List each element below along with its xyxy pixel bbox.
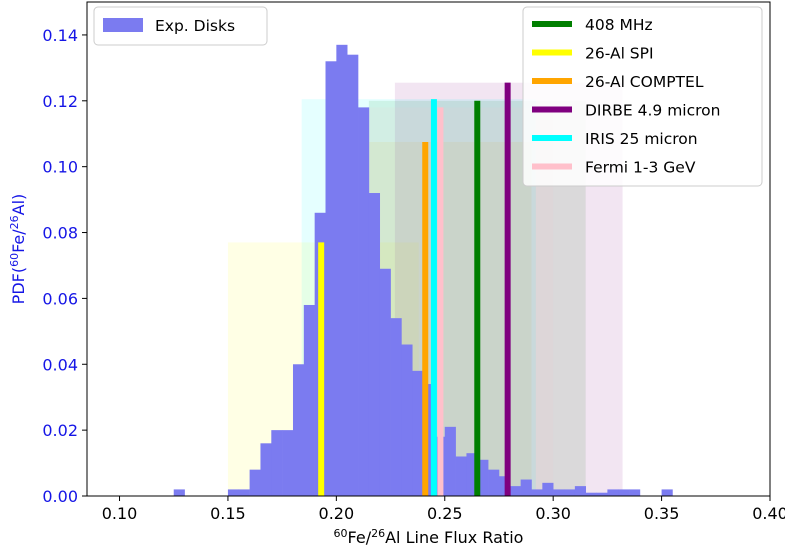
legend-label-iris-25-micron: IRIS 25 micron [585,130,698,148]
x-tick-label: 0.20 [319,504,355,523]
x-axis-label-part2: Al Line Flux Ratio [385,528,523,547]
legend-swatch-26-al-spi [532,49,572,56]
plot-frame [86,1,771,497]
legend-swatch-26-al-comptel [532,78,572,84]
hist-bar [282,430,294,496]
legend-label-fermi-1-3-gev: Fermi 1-3 GeV [585,159,696,177]
y-tick-label: 0.12 [42,92,78,111]
hist-bar [173,489,185,496]
hist-bar [336,44,348,497]
hist-bar [390,318,402,496]
hist-bar [238,489,250,496]
legend-label-26-al-comptel: 26-Al COMPTEL [585,73,704,91]
y-tick-label: 0.10 [42,158,78,177]
hist-bar [542,482,554,496]
hist-bar [477,459,489,496]
hist-bar [271,430,283,496]
hist-bar [412,370,424,496]
y-axis-label-part2: Fe/ [9,229,28,253]
hist-bar [498,476,511,496]
hist-bar [574,486,586,496]
hist-bar [509,486,521,496]
legend-swatch-408-mhz [532,21,572,27]
legend-swatch-iris-25-micron [532,135,572,141]
x-tick-label: 0.40 [752,504,785,523]
legend-label-26-al-spi: 26-Al SPI [585,45,654,63]
hist-bar [292,364,305,496]
legend-swatch-exp-disks [103,18,143,32]
hist-bar [607,489,619,496]
y-axis-label: PDF(60Fe/26Al) [8,194,29,305]
hist-bar [379,268,391,496]
hist-bar [444,426,456,496]
hist-bar [358,107,370,497]
x-axis-label-part1: Fe/ [348,528,372,547]
hist-bar [585,492,597,496]
y-tick-label: 0.14 [42,26,78,45]
legend-label-exp-disks: Exp. Disks [155,17,235,35]
x-axis-label-sup2: 26 [371,527,385,540]
y-axis-label-sup2: 26 [8,215,21,229]
x-tick-label: 0.10 [102,504,138,523]
x-tick-label: 0.25 [427,504,463,523]
x-tick-label: 0.15 [210,504,246,523]
x-axis-label-sup1: 60 [334,527,348,540]
hist-bar [303,304,315,496]
hist-bar [423,384,435,496]
measurement-lines [318,82,511,496]
hist-bar [227,489,240,496]
y-axis-label-sup1: 60 [8,253,21,267]
hist-bar [488,469,500,496]
legend-swatch-dirbe-4-9-micron [532,106,572,113]
y-tick-label: 0.08 [42,224,78,243]
x-axis-label: 60Fe/26Al Line Flux Ratio [334,527,524,548]
hist-bar [455,456,467,496]
hist-bar [401,344,413,496]
legend-left-box [93,6,268,46]
legend-swatch-fermi-1-3-gev [532,163,572,170]
hist-bar [629,489,641,496]
y-tick-label: 0.04 [42,355,78,374]
hist-bar [520,479,532,496]
hist-bar [564,489,576,496]
hist-bar [553,489,565,496]
y-tick-label: 0.00 [42,487,78,506]
x-tick-label: 0.30 [535,504,571,523]
y-tick-label: 0.06 [42,289,78,308]
hist-bar [260,443,272,496]
y-tick-label: 0.02 [42,421,78,440]
legend-left: Exp. Disks [93,6,268,46]
legend-label-408-mhz: 408 MHz [585,16,653,34]
hist-bar [618,489,630,496]
hist-bar [596,492,608,496]
legend-right: 408 MHz 26-Al SPI 26-Al COMPTEL DIRBE 4.9 m… [522,6,763,187]
y-axis-label-part1: PDF( [9,267,28,304]
y-axis-label-part3: Al) [9,194,28,216]
y-axis-ticks: 0.00 0.02 0.04 0.06 0.08 0.10 0.12 0.14 [42,26,87,506]
hist-bar [368,193,381,496]
legend-right-box [522,6,763,187]
x-axis-ticks: 0.10 0.15 0.20 0.25 0.30 0.35 0.40 [102,496,785,523]
hist-bar [325,61,337,496]
hist-bar [661,489,673,496]
hist-bar [347,54,359,497]
x-tick-label: 0.35 [644,504,680,523]
hist-bar [249,469,261,496]
hist-bar [466,453,478,496]
hist-bar [531,489,543,496]
legend-label-dirbe-4-9-micron: DIRBE 4.9 micron [585,102,720,120]
